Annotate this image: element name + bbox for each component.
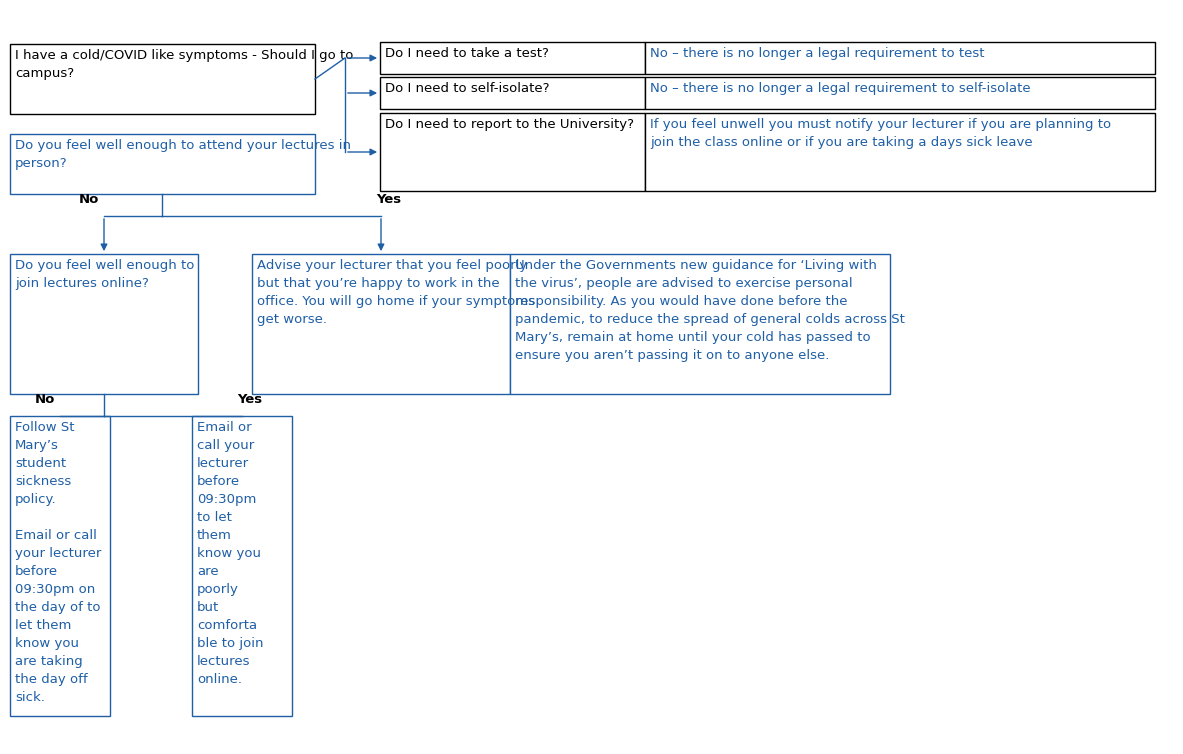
Bar (645, 77, 1155, 109)
Text: No – there is no longer a legal requirement to self-isolate: No – there is no longer a legal requirem… (649, 82, 1030, 95)
Bar (380, 42, 645, 74)
Text: Advise your lecturer that you feel poorly
but that you’re happy to work in the
o: Advise your lecturer that you feel poorl… (257, 259, 535, 326)
Bar (9, 134, 315, 194)
Text: No: No (34, 393, 54, 406)
Text: Yes: Yes (376, 193, 401, 206)
Text: No: No (78, 193, 99, 206)
Text: Do you feel well enough to
join lectures online?: Do you feel well enough to join lectures… (15, 259, 194, 290)
Bar (380, 77, 645, 109)
Bar (380, 113, 645, 191)
Text: Do I need to report to the University?: Do I need to report to the University? (384, 118, 634, 131)
Text: Do you feel well enough to attend your lectures in
person?: Do you feel well enough to attend your l… (15, 139, 351, 170)
Bar (9, 44, 315, 114)
Bar (252, 254, 510, 394)
Text: Do I need to take a test?: Do I need to take a test? (384, 47, 549, 60)
Bar (9, 254, 198, 394)
Text: No – there is no longer a legal requirement to test: No – there is no longer a legal requirem… (649, 47, 984, 60)
Text: Yes: Yes (237, 393, 263, 406)
Text: I have a cold/COVID like symptoms - Should I go to
campus?: I have a cold/COVID like symptoms - Shou… (15, 49, 354, 80)
Bar (9, 416, 110, 716)
Text: Follow St
Mary’s
student
sickness
policy.

Email or call
your lecturer
before
09: Follow St Mary’s student sickness policy… (15, 421, 102, 704)
Bar (192, 416, 292, 716)
Text: If you feel unwell you must notify your lecturer if you are planning to
join the: If you feel unwell you must notify your … (649, 118, 1111, 149)
Text: Do I need to self-isolate?: Do I need to self-isolate? (384, 82, 549, 95)
Text: Under the Governments new guidance for ‘Living with
the virus’, people are advis: Under the Governments new guidance for ‘… (515, 259, 905, 362)
Text: Email or
call your
lecturer
before
09:30pm
to let
them
know you
are
poorly
but
c: Email or call your lecturer before 09:30… (198, 421, 264, 686)
Bar (645, 42, 1155, 74)
Bar (645, 113, 1155, 191)
Bar (510, 254, 890, 394)
